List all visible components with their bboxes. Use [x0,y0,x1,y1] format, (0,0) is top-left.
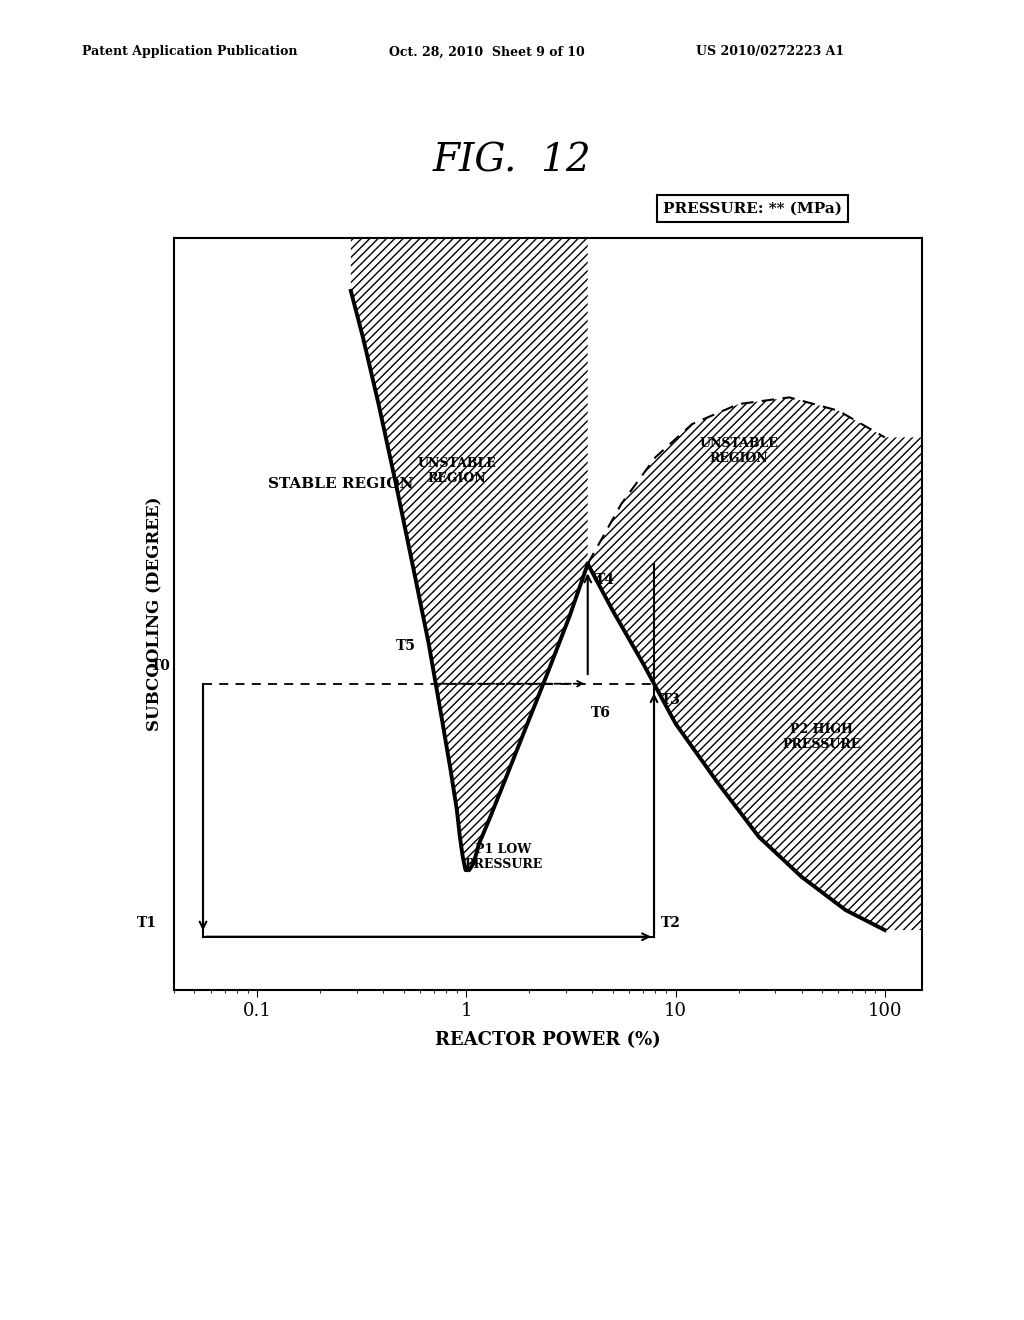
Text: T0: T0 [151,660,171,673]
X-axis label: REACTOR POWER (%): REACTOR POWER (%) [435,1031,660,1049]
Text: UNSTABLE
REGION: UNSTABLE REGION [418,457,497,484]
Text: T1: T1 [136,916,157,929]
Text: STABLE REGION: STABLE REGION [268,477,414,491]
Text: UNSTABLE
REGION: UNSTABLE REGION [699,437,778,465]
Text: P1 LOW
PRESSURE: P1 LOW PRESSURE [464,843,543,871]
Text: Oct. 28, 2010  Sheet 9 of 10: Oct. 28, 2010 Sheet 9 of 10 [389,45,585,58]
Text: T4: T4 [595,573,614,587]
Text: FIG.  12: FIG. 12 [433,143,591,180]
Text: T5: T5 [396,639,416,653]
Y-axis label: SUBCOOLING (DEGREE): SUBCOOLING (DEGREE) [146,496,163,731]
Text: US 2010/0272223 A1: US 2010/0272223 A1 [696,45,845,58]
Text: Patent Application Publication: Patent Application Publication [82,45,297,58]
Text: P2 HIGH
PRESSURE: P2 HIGH PRESSURE [782,723,861,751]
Text: PRESSURE: ** (MPa): PRESSURE: ** (MPa) [664,202,842,215]
Text: T6: T6 [591,706,611,719]
Text: T3: T3 [662,693,681,706]
Text: T2: T2 [662,916,681,929]
